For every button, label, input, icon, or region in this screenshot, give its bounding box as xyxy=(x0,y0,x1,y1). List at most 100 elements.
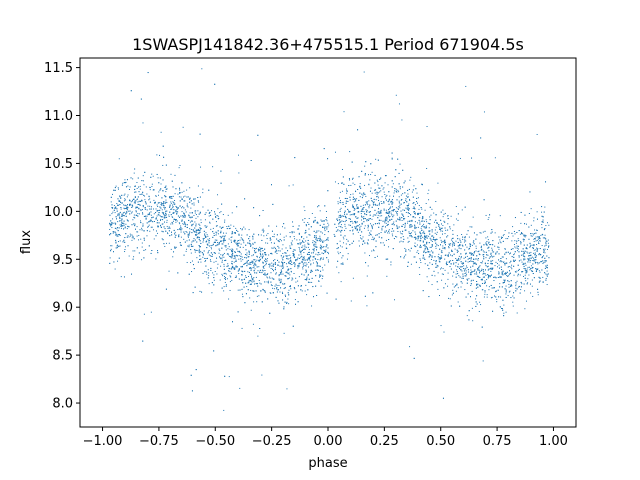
data-point xyxy=(481,326,483,328)
data-point xyxy=(324,205,326,207)
data-point xyxy=(327,261,329,263)
data-point xyxy=(261,269,263,271)
data-point xyxy=(322,258,324,260)
data-point xyxy=(381,227,383,229)
data-point xyxy=(338,253,340,255)
data-point xyxy=(261,229,263,231)
data-point xyxy=(129,186,131,188)
data-point xyxy=(197,228,199,230)
data-point xyxy=(142,122,144,124)
data-point xyxy=(125,186,127,188)
data-point xyxy=(444,248,446,250)
data-point xyxy=(473,232,475,234)
data-point xyxy=(202,256,204,258)
data-point xyxy=(513,254,515,256)
data-point xyxy=(223,237,225,239)
data-point xyxy=(481,270,483,272)
data-point xyxy=(504,248,506,250)
data-point xyxy=(179,223,181,225)
data-point xyxy=(150,226,152,228)
data-point xyxy=(344,197,346,199)
data-point xyxy=(469,226,471,228)
data-point xyxy=(456,251,458,253)
data-point xyxy=(259,246,261,248)
data-point xyxy=(172,195,174,197)
data-point xyxy=(388,212,390,214)
data-point xyxy=(548,224,550,226)
data-point xyxy=(233,267,235,269)
data-point xyxy=(534,256,536,258)
data-point xyxy=(452,242,454,244)
data-point xyxy=(306,279,308,281)
data-point xyxy=(370,187,372,189)
data-point xyxy=(466,274,468,276)
data-point xyxy=(499,241,501,243)
data-point xyxy=(267,277,269,279)
data-point xyxy=(198,248,200,250)
data-point xyxy=(151,226,153,228)
data-point xyxy=(241,229,243,231)
data-point xyxy=(219,250,221,252)
data-point xyxy=(134,217,136,219)
data-point xyxy=(515,282,517,284)
data-point xyxy=(538,237,540,239)
data-point xyxy=(228,246,230,248)
data-point xyxy=(390,261,392,263)
data-point xyxy=(183,212,185,214)
data-point xyxy=(262,250,264,252)
data-point xyxy=(490,244,492,246)
data-point xyxy=(219,257,221,259)
data-point xyxy=(444,227,446,229)
data-point xyxy=(305,229,307,231)
data-point xyxy=(342,242,344,244)
data-point xyxy=(544,261,546,263)
data-point xyxy=(414,213,416,215)
data-point xyxy=(410,176,412,178)
data-point xyxy=(386,216,388,218)
data-point xyxy=(462,273,464,275)
data-point xyxy=(412,196,414,198)
data-point xyxy=(223,232,225,234)
data-point xyxy=(424,235,426,237)
data-point xyxy=(450,239,452,241)
data-point xyxy=(344,225,346,227)
data-point xyxy=(236,243,238,245)
data-point xyxy=(459,240,461,242)
data-point xyxy=(238,268,240,270)
data-point xyxy=(131,237,133,239)
data-point xyxy=(126,211,128,213)
data-point xyxy=(282,262,284,264)
data-point xyxy=(162,164,164,166)
data-point xyxy=(308,251,310,253)
data-point xyxy=(205,232,207,234)
data-point xyxy=(339,240,341,242)
data-point xyxy=(146,209,148,211)
data-point xyxy=(287,258,289,260)
data-point xyxy=(278,250,280,252)
data-point xyxy=(495,261,497,263)
data-point xyxy=(490,261,492,263)
data-point xyxy=(243,264,245,266)
data-point xyxy=(478,284,480,286)
data-point xyxy=(488,217,490,219)
data-point xyxy=(487,218,489,220)
data-point xyxy=(342,255,344,257)
data-point xyxy=(356,205,358,207)
data-point xyxy=(223,256,225,258)
data-point xyxy=(248,250,250,252)
data-point xyxy=(327,226,329,228)
data-point xyxy=(269,237,271,239)
data-point xyxy=(342,263,344,265)
data-point xyxy=(512,295,514,297)
data-point xyxy=(166,221,168,223)
data-point xyxy=(520,259,522,261)
data-point xyxy=(358,240,360,242)
data-point xyxy=(117,221,119,223)
data-point xyxy=(135,210,137,212)
data-point xyxy=(153,199,155,201)
data-point xyxy=(513,265,515,267)
data-point xyxy=(393,214,395,216)
data-point xyxy=(191,212,193,214)
data-point xyxy=(235,265,237,267)
data-point xyxy=(457,287,459,289)
